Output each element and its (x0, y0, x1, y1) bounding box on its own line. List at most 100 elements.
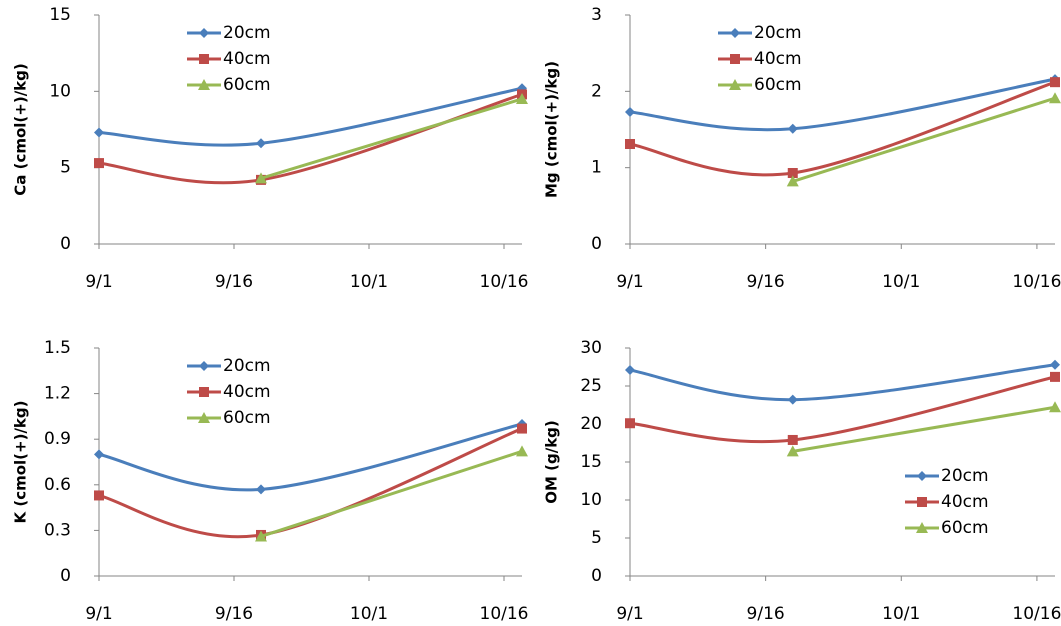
legend-label: 60cm (223, 75, 271, 95)
marker-square (1050, 77, 1060, 88)
panel: K (cmol(+)/kg) 0 0.3 0.6 0.9 1.2 1.5 9/1 9/16 10/… (12, 338, 529, 624)
y-tick-label: 5 (591, 528, 602, 548)
y-tick-label: 0 (60, 234, 71, 254)
marker-square (199, 54, 209, 64)
y-tick-label: 15 (49, 5, 71, 25)
y-tick-label: 1.5 (44, 338, 71, 358)
series-line (98, 92, 523, 185)
marker-square (94, 490, 104, 501)
marker-triangle (516, 92, 528, 104)
legend-label: 60cm (941, 518, 989, 538)
x-tick-label: 9/1 (616, 604, 643, 624)
y-tick-label: 0.3 (44, 520, 71, 540)
y-tick-label: 10 (580, 490, 602, 510)
marker-triangle (1049, 401, 1061, 413)
legend-label: 60cm (754, 75, 802, 95)
x-tick-label: 10/16 (1012, 272, 1061, 292)
legend-label: 40cm (223, 382, 271, 402)
series-line (260, 449, 523, 538)
x-tick-label: 10/16 (1012, 604, 1061, 624)
y-tick-label: 1.2 (44, 384, 71, 404)
x-tick-label: 9/16 (215, 604, 253, 624)
series-line (98, 422, 523, 492)
y-tick-label: 5 (60, 158, 71, 178)
x-tick-label: 9/16 (747, 604, 785, 624)
y-tick-label: 30 (580, 338, 602, 358)
x-tick-label: 9/1 (85, 604, 112, 624)
marker-square (625, 418, 635, 429)
marker-square (787, 168, 798, 179)
y-axis-label: OM (g/kg) (543, 420, 561, 504)
marker-triangle (916, 522, 928, 533)
panel: Ca (cmol(+)/kg) 0 5 10 15 9/1 9/16 10/1 10/16 20c… (12, 5, 529, 292)
legend-label: 20cm (754, 23, 802, 43)
x-tick-label: 10/1 (882, 604, 920, 624)
series-line (629, 80, 1056, 177)
legend-label: 40cm (754, 49, 802, 69)
marker-diamond (256, 138, 266, 149)
x-tick-label: 9/16 (215, 272, 253, 292)
series-line (792, 405, 1056, 453)
marker-diamond (730, 28, 740, 38)
series-line (629, 77, 1056, 132)
legend-label: 20cm (223, 23, 271, 43)
marker-square (625, 139, 635, 150)
x-tick-label: 9/1 (616, 272, 643, 292)
x-tick-label: 10/16 (480, 604, 529, 624)
x-tick-label: 9/1 (85, 272, 112, 292)
legend-label: 40cm (941, 492, 989, 512)
series-line (98, 86, 523, 147)
marker-triangle (1049, 92, 1061, 104)
marker-diamond (625, 106, 635, 117)
marker-square (517, 423, 527, 434)
marker-diamond (199, 28, 209, 38)
x-tick-label: 10/1 (350, 604, 388, 624)
y-tick-label: 10 (49, 81, 71, 101)
marker-square (199, 387, 209, 397)
marker-triangle (786, 445, 799, 457)
marker-diamond (94, 449, 104, 460)
marker-triangle (786, 175, 799, 187)
marker-triangle (516, 445, 528, 457)
marker-diamond (917, 471, 927, 481)
y-tick-label: 2 (591, 81, 602, 101)
panel: OM (g/kg) 0 5 10 15 20 25 30 9/1 9/16 10/1 10/16 20c… (543, 338, 1061, 624)
marker-triangle (198, 412, 210, 423)
y-tick-label: 15 (580, 452, 602, 472)
y-tick-label: 0 (591, 566, 602, 586)
marker-square (730, 54, 740, 64)
legend-label: 40cm (223, 49, 271, 69)
legend-label: 20cm (223, 356, 271, 376)
marker-diamond (94, 127, 104, 138)
x-tick-label: 10/1 (882, 272, 920, 292)
series-line (629, 375, 1056, 444)
marker-triangle (729, 79, 741, 90)
y-tick-label: 25 (580, 376, 602, 396)
marker-diamond (787, 394, 798, 405)
marker-square (787, 434, 798, 445)
marker-diamond (199, 361, 209, 371)
marker-diamond (256, 484, 266, 495)
marker-diamond (1050, 359, 1060, 370)
marker-triangle (198, 79, 210, 90)
marker-square (1050, 371, 1060, 382)
marker-triangle (255, 172, 267, 184)
panel: Mg (cmol(+)/kg) 0 1 2 3 9/1 9/16 10/1 10/16 20cm 4… (543, 5, 1061, 292)
x-tick-label: 10/1 (350, 272, 388, 292)
y-axis-label: Mg (cmol(+)/kg) (543, 61, 561, 198)
y-tick-label: 3 (591, 5, 602, 25)
y-axis-label: Ca (cmol(+)/kg) (12, 63, 30, 196)
legend-label: 60cm (223, 408, 271, 428)
y-axis-label: K (cmol(+)/kg) (12, 401, 30, 524)
y-tick-label: 20 (580, 414, 602, 434)
y-tick-label: 0 (60, 566, 71, 586)
series-line (260, 97, 523, 180)
y-tick-label: 1 (591, 158, 602, 178)
y-tick-label: 0 (591, 234, 602, 254)
y-tick-label: 0.6 (44, 475, 71, 495)
marker-diamond (787, 123, 798, 134)
x-tick-label: 10/16 (480, 272, 529, 292)
y-tick-label: 0.9 (44, 429, 71, 449)
marker-square (917, 497, 927, 507)
